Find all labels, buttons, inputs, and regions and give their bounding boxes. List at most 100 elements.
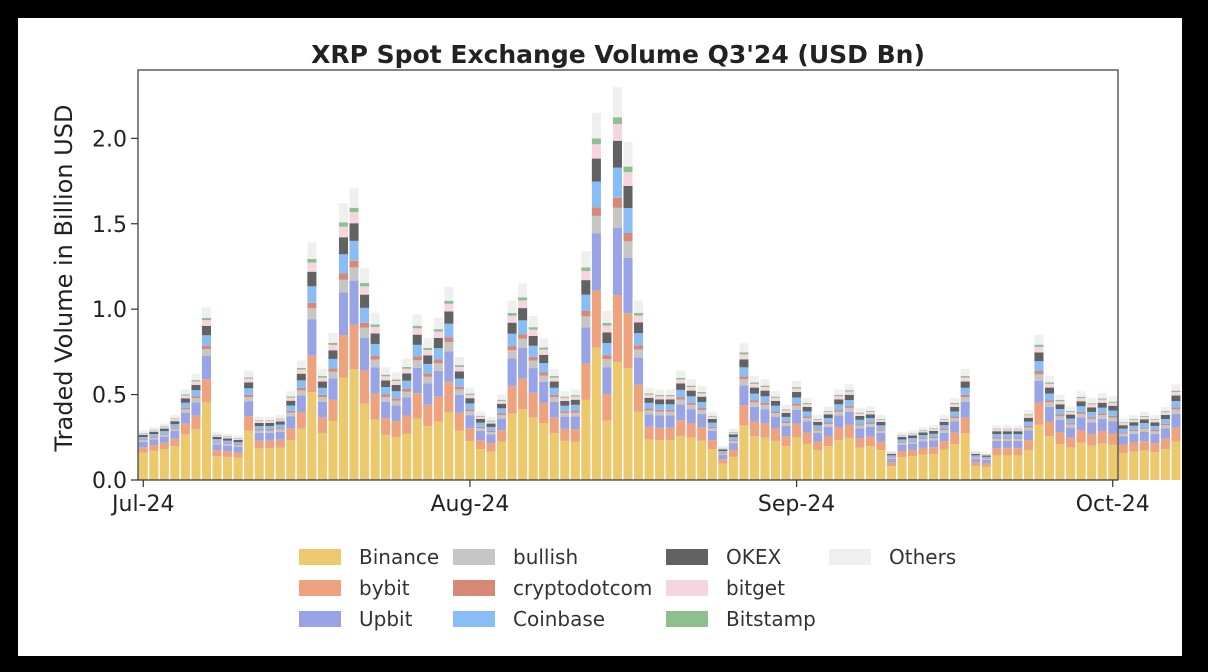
bar-others-65 (823, 406, 833, 411)
bar-coinbase-0 (138, 436, 148, 440)
bar-okex-55 (718, 449, 728, 452)
bar-others-53 (697, 386, 707, 393)
bar-others-11 (254, 416, 264, 421)
bar-bitget-94 (1129, 419, 1139, 423)
bar-coinbase-66 (834, 404, 844, 410)
bar-coinbase-91 (1097, 407, 1107, 414)
bar-others-74 (918, 427, 928, 431)
bar-coinbase-76 (939, 425, 949, 429)
bar-upbit-77 (950, 421, 960, 433)
bar-cryptodotcom-80 (981, 458, 991, 459)
bar-binance-20 (349, 368, 359, 480)
bar-binance-37 (528, 417, 538, 480)
bar-bullish-53 (697, 409, 707, 414)
bar-okex-37 (528, 335, 538, 346)
bar-coinbase-11 (254, 426, 264, 430)
bar-others-20 (349, 187, 359, 208)
bars-group (138, 87, 1182, 481)
bar-okex-32 (475, 419, 485, 423)
legend-label-okex: OKEX (726, 545, 781, 569)
bar-bitstamp-26 (412, 325, 422, 329)
bar-bitstamp-91 (1097, 398, 1107, 400)
bar-okex-77 (950, 406, 960, 412)
bar-others-28 (433, 317, 443, 330)
bar-coinbase-29 (444, 323, 454, 338)
bar-bitget-15 (296, 369, 306, 374)
bar-binance-15 (296, 428, 306, 480)
bar-cryptodotcom-33 (486, 430, 496, 433)
bar-cryptodotcom-26 (412, 356, 422, 361)
bar-coinbase-46 (623, 208, 633, 233)
bar-upbit-82 (1002, 440, 1012, 449)
bar-bitstamp-87 (1055, 400, 1065, 402)
bar-bybit-68 (855, 438, 865, 448)
bar-upbit-16 (307, 319, 317, 356)
bar-coinbase-85 (1034, 361, 1044, 372)
bar-bitget-73 (907, 433, 918, 436)
bar-bullish-48 (644, 410, 654, 415)
bar-cryptodotcom-92 (1108, 415, 1118, 418)
bar-bitget-37 (528, 329, 538, 336)
legend-swatch-binance (299, 549, 341, 565)
bar-binance-39 (549, 433, 559, 480)
bar-cryptodotcom-67 (844, 405, 854, 408)
bar-bitget-28 (433, 331, 443, 338)
bar-bitstamp-76 (939, 418, 949, 420)
bar-bullish-73 (907, 441, 918, 444)
bar-bybit-35 (507, 386, 517, 414)
bar-bitstamp-98 (1171, 390, 1181, 393)
bar-okex-75 (929, 430, 939, 434)
bar-coinbase-92 (1108, 410, 1118, 416)
bar-bitget-5 (191, 381, 201, 385)
y-tick-label: 1.5 (92, 213, 127, 238)
bar-binance-23 (381, 434, 391, 480)
bar-bitget-11 (254, 421, 264, 423)
bar-binance-48 (644, 439, 654, 480)
bar-bitstamp-72 (897, 434, 907, 436)
bar-bitget-80 (981, 454, 991, 456)
bar-okex-45 (612, 140, 622, 168)
bar-upbit-37 (528, 368, 538, 393)
bar-bitget-41 (570, 396, 580, 400)
bar-upbit-90 (1087, 422, 1097, 434)
bar-cryptodotcom-44 (602, 355, 612, 360)
bar-bybit-74 (918, 447, 928, 455)
bar-others-49 (655, 389, 665, 396)
bar-coinbase-26 (412, 344, 422, 357)
bar-binance-49 (655, 440, 665, 480)
bar-bitget-87 (1055, 401, 1065, 405)
bar-upbit-60 (771, 416, 781, 429)
bar-bitstamp-25 (402, 366, 412, 369)
bar-bullish-35 (507, 350, 517, 359)
bar-bybit-72 (897, 450, 907, 458)
bar-bitget-89 (1076, 398, 1086, 402)
bar-bitget-29 (444, 303, 454, 312)
bar-cryptodotcom-90 (1087, 417, 1097, 419)
bar-bybit-54 (707, 440, 717, 450)
bar-others-96 (1150, 415, 1160, 420)
bar-bullish-19 (338, 279, 349, 293)
y-tick-label: 0.0 (92, 469, 127, 494)
bar-bitget-12 (265, 421, 275, 423)
bar-coinbase-88 (1066, 418, 1076, 424)
bar-cryptodotcom-63 (802, 416, 812, 419)
bar-bullish-57 (739, 379, 749, 386)
bar-coinbase-58 (749, 393, 759, 401)
bar-bitstamp-62 (792, 387, 802, 389)
bar-bullish-38 (539, 375, 549, 382)
bar-bybit-9 (233, 452, 243, 458)
bar-others-76 (939, 415, 949, 419)
bar-cryptodotcom-28 (433, 359, 443, 364)
bar-bybit-44 (602, 393, 612, 421)
bar-bitget-33 (486, 421, 496, 424)
bar-okex-79 (971, 453, 981, 456)
bar-bitget-20 (349, 212, 359, 224)
bar-binance-36 (518, 409, 528, 480)
bar-upbit-48 (644, 414, 654, 427)
bar-coinbase-59 (760, 396, 770, 403)
bar-coinbase-82 (1002, 434, 1012, 438)
bar-upbit-81 (992, 440, 1002, 449)
bar-bitstamp-19 (338, 222, 349, 227)
bar-binance-69 (865, 446, 875, 480)
bar-others-34 (497, 394, 507, 400)
